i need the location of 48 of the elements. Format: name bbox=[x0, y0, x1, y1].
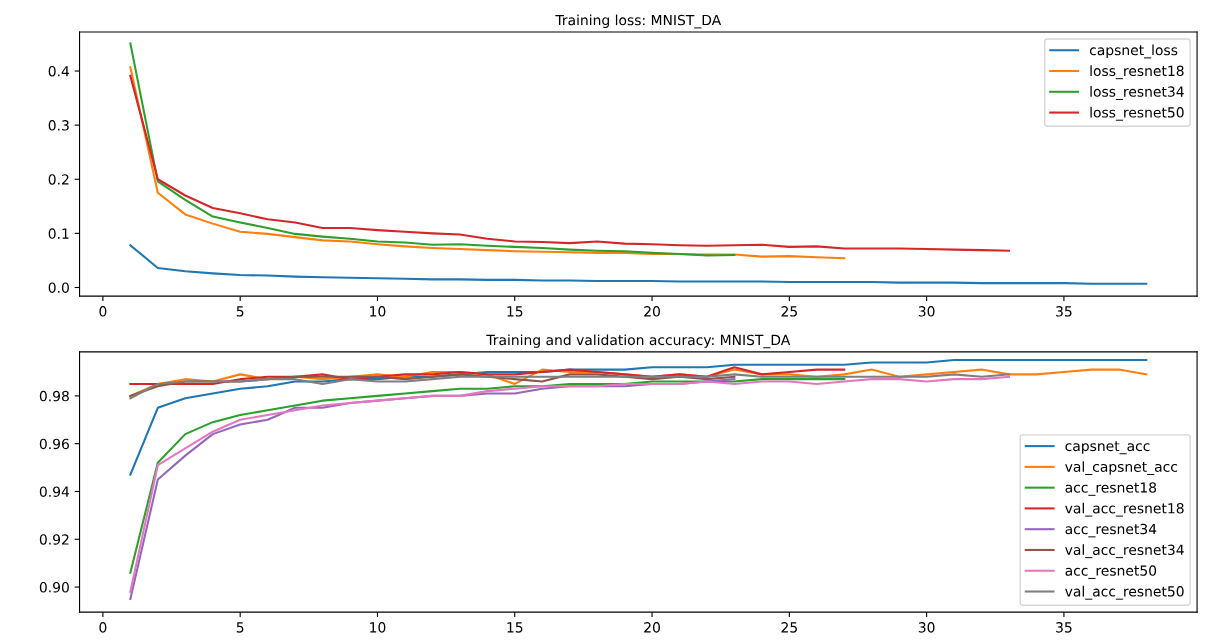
legend-label: loss_resnet50 bbox=[1090, 106, 1184, 121]
legend-label: acc_resnet18 bbox=[1065, 482, 1157, 496]
line-series bbox=[129, 378, 846, 574]
chart-title: Training and validation accuracy: MNIST_DA bbox=[486, 334, 791, 349]
x-tick-label: 15 bbox=[507, 622, 523, 633]
x-tick-label: 10 bbox=[370, 306, 386, 317]
x-tick-label: 20 bbox=[644, 622, 660, 633]
y-tick-label: 0.92 bbox=[39, 534, 69, 545]
x-tick-label: 15 bbox=[507, 306, 523, 317]
legend-label: val_capsnet_acc bbox=[1065, 461, 1178, 476]
y-tick-label: 0.0 bbox=[48, 282, 69, 293]
legend-label: val_acc_resnet50 bbox=[1065, 585, 1184, 600]
line-series bbox=[129, 42, 736, 257]
line-series bbox=[129, 66, 846, 260]
y-tick-label: 0.1 bbox=[48, 228, 69, 239]
legend-label: capsnet_loss bbox=[1089, 44, 1178, 59]
legend-label: acc_resnet34 bbox=[1065, 523, 1157, 538]
legend-label: loss_resnet18 bbox=[1090, 65, 1184, 80]
legend-label: acc_resnet50 bbox=[1065, 565, 1157, 579]
x-tick-label: 0 bbox=[99, 306, 107, 317]
y-tick-label: 0.90 bbox=[39, 582, 69, 593]
x-tick-label: 30 bbox=[918, 622, 935, 633]
line-series bbox=[129, 373, 1011, 400]
x-tick-label: 20 bbox=[644, 306, 660, 317]
legend-label: val_acc_resnet18 bbox=[1065, 502, 1184, 517]
line-series bbox=[129, 366, 846, 385]
chart-title: Training loss: MNIST_DA bbox=[555, 14, 722, 29]
y-tick-label: 0.2 bbox=[48, 174, 69, 185]
y-tick-label: 0.98 bbox=[39, 390, 69, 402]
x-tick-label: 25 bbox=[781, 622, 797, 633]
x-tick-label: 5 bbox=[236, 306, 244, 317]
x-tick-label: 25 bbox=[781, 306, 797, 317]
x-tick-label: 5 bbox=[236, 622, 244, 633]
y-tick-label: 0.96 bbox=[39, 438, 69, 450]
legend-label: loss_resnet34 bbox=[1090, 86, 1184, 100]
x-tick-label: 35 bbox=[1056, 622, 1072, 633]
legend-label: val_acc_resnet34 bbox=[1065, 544, 1184, 559]
x-tick-label: 0 bbox=[99, 622, 107, 633]
x-tick-label: 10 bbox=[370, 622, 386, 633]
x-tick-label: 35 bbox=[1056, 306, 1072, 317]
y-tick-label: 0.4 bbox=[48, 65, 70, 77]
y-tick-label: 0.3 bbox=[48, 120, 69, 131]
line-series bbox=[129, 375, 1011, 593]
legend-label: capsnet_acc bbox=[1065, 441, 1150, 455]
line-series bbox=[129, 74, 1011, 252]
line-series bbox=[129, 244, 1148, 285]
x-tick-label: 30 bbox=[918, 306, 935, 317]
y-tick-label: 0.94 bbox=[39, 486, 70, 497]
